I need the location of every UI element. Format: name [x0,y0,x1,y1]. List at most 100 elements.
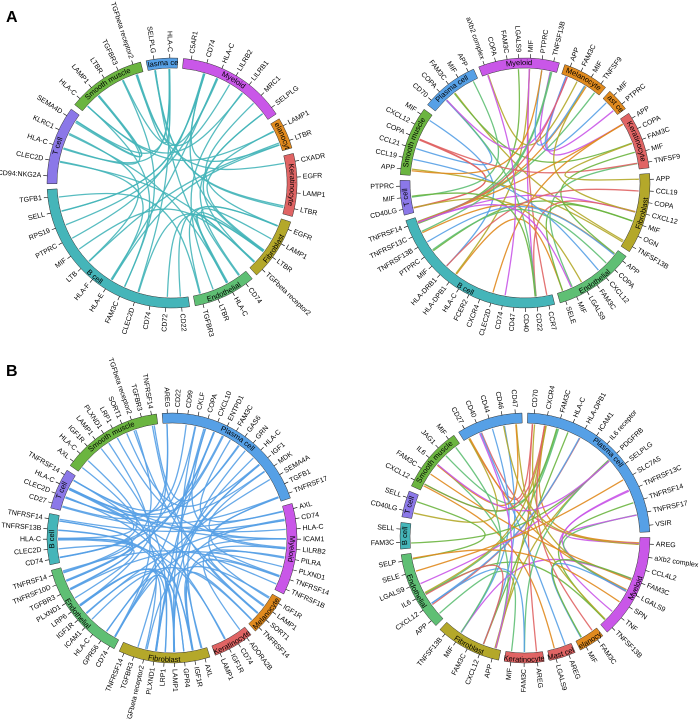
gene-tick [435,444,439,449]
gene-label: FAM3C [559,389,572,413]
chord-link [79,424,169,606]
gene-tick [474,419,477,423]
gene-label: CD27 [449,406,464,425]
gene-tick [238,643,241,648]
chord-link [66,431,216,582]
gene-label: FAM3C [646,583,670,598]
gene-label: FAM3C [371,539,395,547]
gene-label: FAM3C [104,301,120,325]
gene-tick [490,658,493,663]
gene-tick [482,60,485,65]
gene-tick [446,282,450,286]
gene-tick [289,138,294,141]
gene-label: CCR7 [546,311,557,331]
chord-link [208,549,285,606]
gene-tick [279,472,284,475]
gene-tick [625,460,629,464]
segment-arc-keratinocyte [282,153,298,217]
gene-label: ICAM1 [597,411,615,433]
gene-tick [645,570,650,572]
gene-tick [405,132,410,136]
chord-link [57,479,135,539]
gene-label: LTBR [217,304,230,323]
gene-label: HLA-C [221,42,236,64]
gene-label: AREG [656,541,676,549]
gene-tick [417,111,421,115]
chord-link [413,158,599,271]
gene-tick [506,55,508,60]
chord-link [108,442,151,637]
gene-label: HLA-C [302,524,323,533]
segment-arc-plasma-cell [527,412,651,533]
segment-arc-plasma-cell [427,68,478,112]
gene-label: TNFRSF14 [27,451,61,475]
gene-tick [648,161,653,163]
segment-arc-endothelial [400,553,444,627]
gene-tick [272,611,277,615]
gene-tick [202,304,205,309]
gene-label: GPR4 [181,668,190,688]
chord-link [515,424,606,620]
gene-tick [288,491,293,494]
gene-tick [63,113,67,116]
gene-label: CXADR [300,153,325,164]
gene-tick [586,291,590,296]
gene-tick [61,603,66,606]
segment-label-myeloid: Myeloid [505,58,532,68]
gene-label: TGFBR3 [201,309,215,338]
gene-tick [465,648,468,653]
gene-tick [641,583,646,586]
chord-link [492,123,623,293]
gene-tick [638,484,643,487]
gene-label: CXCL12 [651,213,678,226]
gene-label: APP [414,622,429,637]
gene-label: TNFSF13B [552,20,567,56]
gene-tick [637,236,642,239]
gene-tick [194,660,196,665]
gene-label: APP [570,46,582,62]
gene-label: COPA [385,122,406,136]
gene-tick [84,442,88,447]
gene-label: FAM3C [395,449,418,468]
gene-label: CLEC2D [15,151,43,163]
gene-tick [44,559,49,561]
gene-label: LGALS9 [640,595,667,613]
chord-link [455,447,502,633]
segment-arc-b-cell [46,513,60,566]
gene-tick [191,55,193,60]
gene-label: SELL [384,487,403,499]
gene-tick [642,225,647,228]
gene-tick [221,64,224,69]
chord-link [425,564,504,645]
gene-label: LRP1 [159,668,167,686]
gene-label: OGN [642,236,659,249]
segment-arc-melanocyte [575,627,604,651]
chord-link [200,207,272,276]
gene-tick [398,209,403,211]
gene-label: EGFR [292,229,313,243]
gene-tick [294,208,299,210]
gene-label: CCL19 [655,188,677,196]
segment-arc-fibroblast [249,218,292,276]
gene-tick [570,62,573,67]
gene-label: SELP [378,559,397,569]
gene-tick [622,260,626,264]
gene-label: TNFRSF17 [652,500,688,514]
gene-label: MIF [616,80,630,93]
chord-link [412,549,620,603]
gene-label: PTPRC [35,243,59,260]
gene-tick [614,269,618,273]
gene-tick [67,256,71,259]
gene-tick [541,55,544,60]
gene-label: LILRB2 [302,547,326,556]
gene-tick [477,299,480,304]
gene-label: CD94:NKG2A [0,170,42,180]
gene-label: PTPRC [370,183,394,191]
gene-tick [616,450,620,454]
gene-label: ICAM1 [303,536,325,543]
gene-tick [611,627,616,631]
gene-tick [401,144,406,147]
segment-label-keratinocyte: Keratinocyte [286,163,297,207]
gene-tick [621,101,626,105]
gene-label: CD40 [522,314,529,332]
